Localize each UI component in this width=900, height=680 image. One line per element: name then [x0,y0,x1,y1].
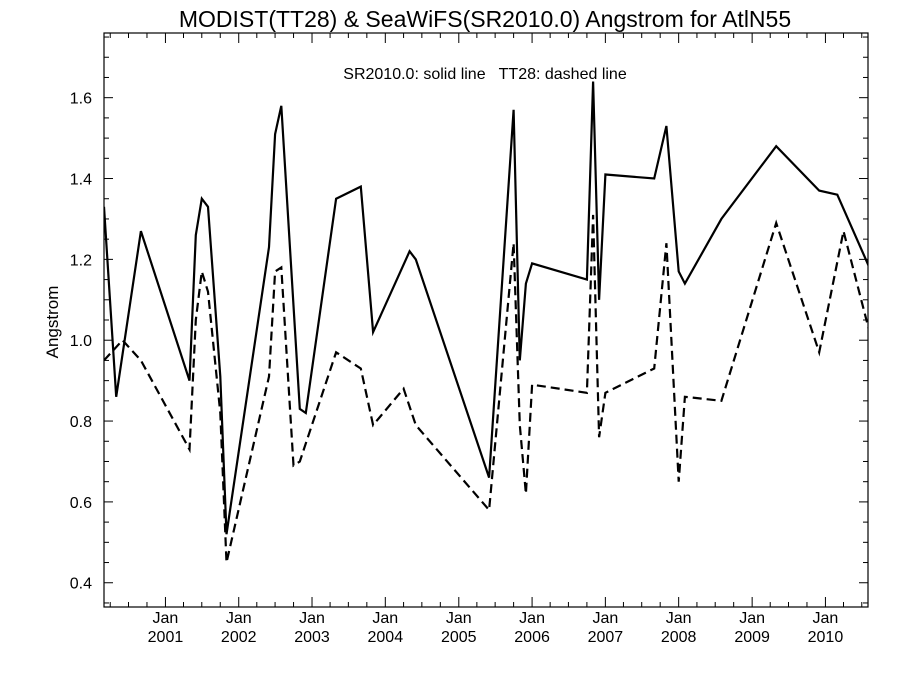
line-style-annotation: SR2010.0: solid line TT28: dashed line [343,66,627,83]
y-axis-label: Angstrom [43,286,62,359]
x-tick-month-label: Jan [666,610,692,627]
y-tick-label: 0.4 [70,576,92,593]
x-tick-month-label: Jan [446,610,472,627]
x-tick-year-label: 2001 [148,629,184,646]
y-tick-label: 1.2 [70,252,92,269]
x-tick-month-label: Jan [299,610,325,627]
x-tick-year-label: 2010 [808,629,844,646]
x-tick-year-label: 2003 [294,629,330,646]
x-tick-year-label: 2008 [661,629,697,646]
y-tick-label: 1.0 [70,333,92,350]
x-tick-year-label: 2009 [734,629,770,646]
x-tick-month-label: Jan [153,610,179,627]
plot-frame [103,32,869,608]
series-line-sr2010-0 [104,81,868,535]
y-tick-label: 0.8 [70,414,92,431]
x-tick-year-label: 2005 [441,629,477,646]
series-line-tt28 [104,214,868,563]
x-tick-year-label: 2007 [588,629,624,646]
x-tick-month-label: Jan [813,610,839,627]
x-tick-month-label: Jan [739,610,765,627]
x-tick-month-label: Jan [592,610,618,627]
x-tick-year-label: 2004 [368,629,404,646]
chart-title: MODIST(TT28) & SeaWiFS(SR2010.0) Angstro… [179,6,791,32]
y-tick-label: 1.6 [70,91,92,108]
y-tick-label: 1.4 [70,172,92,189]
plot-area: 0.4 0.6 0.8 1.0 1.2 1.4 1.6 Jan 2001 Jan 2002 Jan 20… [70,32,869,646]
x-tick-year-label: 2002 [221,629,257,646]
x-tick-month-label: Jan [226,610,252,627]
x-tick-month-label: Jan [519,610,545,627]
y-tick-label: 0.6 [70,495,92,512]
x-tick-year-label: 2006 [514,629,550,646]
x-tick-month-label: Jan [372,610,398,627]
